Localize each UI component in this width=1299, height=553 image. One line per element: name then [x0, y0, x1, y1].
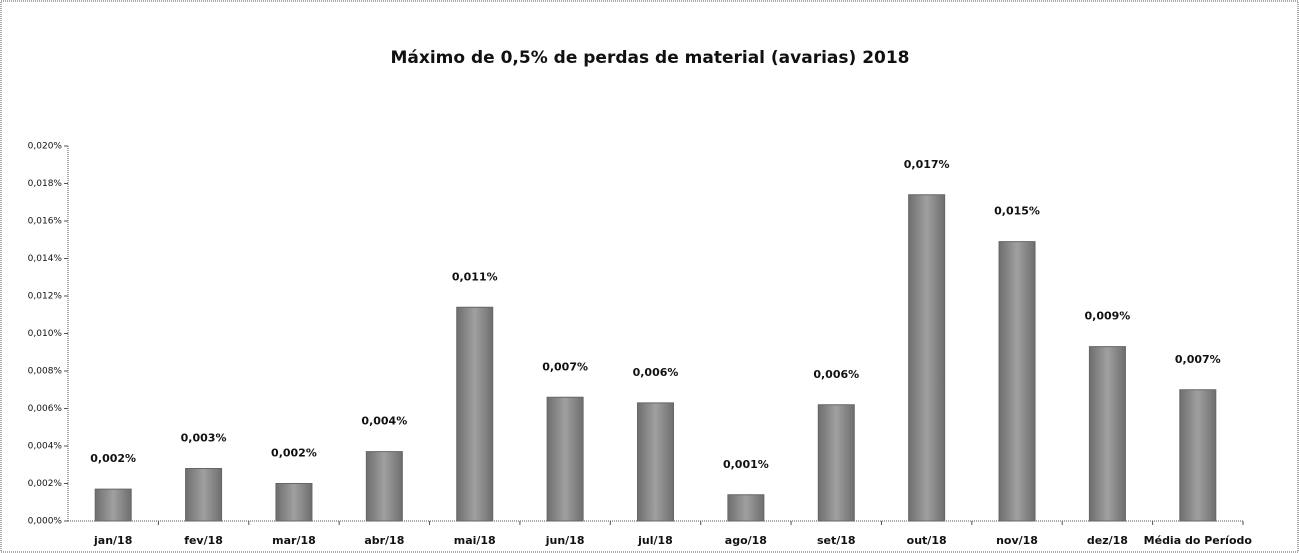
y-tick-label: 0,010%	[28, 329, 63, 339]
x-tick-label: abr/18	[364, 534, 404, 547]
bar	[998, 241, 1036, 522]
bar	[456, 306, 494, 522]
chart-title: Máximo de 0,5% de perdas de material (av…	[390, 48, 909, 68]
x-tick-label: dez/18	[1087, 534, 1128, 547]
data-label: 0,006%	[813, 368, 859, 381]
data-label: 0,001%	[723, 458, 769, 471]
y-tick-label: 0,000%	[28, 517, 63, 527]
y-tick-label: 0,002%	[28, 479, 63, 489]
bar	[365, 451, 403, 522]
x-tick-label: mai/18	[454, 534, 496, 547]
x-tick-label: jul/18	[637, 534, 673, 547]
x-tick-label: nov/18	[996, 534, 1038, 547]
data-label: 0,002%	[90, 452, 136, 465]
x-tick-label: set/18	[817, 534, 856, 547]
y-tick-label: 0,012%	[28, 292, 63, 302]
bar	[637, 402, 674, 522]
x-tick-label: out/18	[907, 534, 947, 547]
y-tick-label: 0,018%	[28, 179, 63, 189]
bar	[185, 468, 223, 522]
bar	[727, 494, 765, 522]
x-tick-label: fev/18	[184, 534, 223, 547]
data-label: 0,011%	[452, 270, 498, 283]
x-tick-label: jan/18	[93, 534, 132, 547]
y-tick-label: 0,004%	[28, 442, 63, 452]
data-label: 0,007%	[1175, 353, 1221, 366]
x-tick-label: ago/18	[725, 534, 767, 547]
data-label: 0,007%	[542, 360, 588, 373]
bar	[1179, 389, 1217, 522]
bar	[546, 396, 584, 522]
bar	[908, 194, 946, 522]
bar	[94, 488, 132, 522]
data-label: 0,002%	[271, 447, 317, 460]
bar	[1088, 346, 1126, 522]
x-tick-label: mar/18	[272, 534, 316, 547]
data-label: 0,004%	[361, 415, 407, 428]
data-label: 0,015%	[994, 205, 1040, 218]
y-tick-label: 0,008%	[28, 367, 63, 377]
data-label: 0,003%	[181, 432, 227, 445]
bar	[817, 404, 855, 522]
x-tick-label: jun/18	[545, 534, 585, 547]
y-tick-label: 0,014%	[28, 254, 63, 264]
x-tick-label: Média do Período	[1144, 534, 1253, 547]
data-label: 0,009%	[1085, 310, 1131, 323]
bar	[275, 483, 313, 522]
data-label: 0,006%	[633, 366, 679, 379]
y-tick-label: 0,016%	[28, 217, 63, 227]
y-tick-label: 0,006%	[28, 404, 63, 414]
data-label: 0,017%	[904, 158, 950, 171]
y-tick-label: 0,020%	[28, 142, 63, 152]
